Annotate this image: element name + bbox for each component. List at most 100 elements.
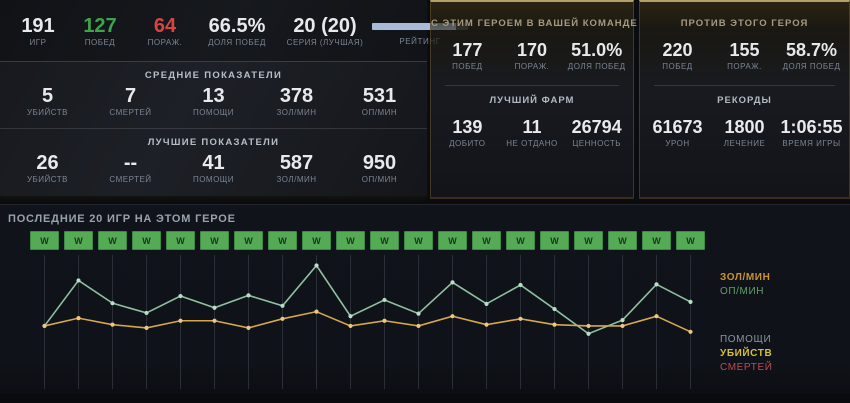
stat-value: 7 [124, 85, 137, 107]
stat-label: ДОЛЯ ПОБЕД [782, 62, 841, 71]
stat-label: ПОМОЩИ [192, 175, 235, 184]
stat-label: ОП/МИН [361, 108, 398, 117]
match-result-badge[interactable]: W [98, 231, 127, 250]
against-hero-stats: 220 ПОБЕД 155 ПОРАЖ. 58.7% ДОЛЯ ПОБЕД [640, 29, 849, 71]
stat-cell: 41 ПОМОЩИ [172, 152, 255, 184]
stat-value: 170 [516, 40, 548, 60]
stat-value: 41 [202, 152, 225, 174]
chart-point [76, 278, 81, 283]
stat-cell: 587 ЗОЛ/МИН [255, 152, 338, 184]
chart-point [144, 310, 149, 316]
stat-value: 66.5% [208, 14, 266, 37]
stat-value: 26794 [571, 117, 622, 137]
match-result-badge[interactable]: W [472, 231, 501, 250]
averages-stats: 5 УБИЙСТВ 7 СМЕРТЕЙ 13 ПОМОЩИ 378 ЗОЛ/МИН 531 ОП/… [0, 81, 427, 117]
match-result-badge[interactable]: W [30, 231, 59, 250]
match-result-badge[interactable]: W [506, 231, 535, 250]
chart-point [280, 316, 285, 321]
stat-label: СМЕРТЕЙ [109, 175, 152, 184]
stat-cell: 26794 ЦЕННОСТЬ [564, 116, 629, 148]
stat-cell: 170 ПОРАЖ. [500, 39, 565, 71]
stat-value: 11 [522, 117, 542, 137]
chart-point [586, 323, 591, 329]
against-hero-panel: ПРОТИВ ЭТОГО ГЕРОЯ 220 ПОБЕД 155 ПОРАЖ. 58.7… [639, 0, 850, 199]
match-result-badge[interactable]: W [64, 231, 93, 250]
stat-value: 220 [662, 40, 693, 60]
legend-entry: УБИЙСТВ [720, 348, 773, 359]
stat-cell: 26 УБИЙСТВ [6, 152, 89, 184]
stat-cell: 177 ПОБЕД [435, 39, 500, 71]
chart-point [518, 316, 523, 321]
chart-point [144, 325, 149, 330]
chart-point [654, 314, 659, 319]
stat-value: 5 [41, 85, 54, 107]
stat-label: ДОЛЯ ПОБЕД [567, 62, 626, 71]
stat-label: ДОБИТО [449, 139, 486, 148]
match-result-badge[interactable]: W [608, 231, 637, 250]
match-result-badge[interactable]: W [676, 231, 705, 250]
match-result-badge[interactable]: W [540, 231, 569, 250]
stat-value: 139 [452, 117, 483, 137]
stat-cell: 950 ОП/МИН [338, 152, 421, 184]
with-hero-stats: 177 ПОБЕД 170 ПОРАЖ. 51.0% ДОЛЯ ПОБЕД [431, 29, 633, 71]
stat-label: ПОБЕД [452, 62, 483, 71]
match-result-badge[interactable]: W [404, 231, 433, 250]
stat-cell: 191 ИГР [10, 15, 66, 47]
stat-cell: 13 ПОМОЩИ [172, 85, 255, 117]
match-result-badge[interactable]: W [574, 231, 603, 250]
match-result-badge[interactable]: W [370, 231, 399, 250]
best-section: ЛУЧШИЕ ПОКАЗАТЕЛИ 26 УБИЙСТВ -- СМЕРТЕЙ 41 ПО… [0, 129, 427, 194]
stat-label: ПОРАЖ. [727, 62, 762, 71]
match-result-badge[interactable]: W [132, 231, 161, 250]
stat-value: 1800 [724, 117, 765, 137]
stat-label: ПОБЕД [662, 62, 693, 71]
rating-bar [372, 22, 468, 30]
stat-value: 61673 [652, 117, 703, 137]
stat-cell: 51.0% ДОЛЯ ПОБЕД [564, 39, 629, 71]
stat-label: ВРЕМЯ ИГРЫ [782, 139, 841, 148]
stat-value: 155 [729, 40, 760, 60]
best-farm-stats: 139 ДОБИТО 11 НЕ ОТДАНО 26794 ЦЕННОСТЬ [431, 106, 633, 148]
legend-entry: ЗОЛ/МИН [720, 272, 771, 283]
chart-point [450, 314, 455, 319]
stat-value: 531 [362, 85, 397, 107]
stat-label: УБИЙСТВ [26, 108, 69, 117]
best-title: ЛУЧШИЕ ПОКАЗАТЕЛИ [147, 137, 280, 148]
match-result-badge[interactable]: W [166, 231, 195, 250]
match-result-badge[interactable]: W [268, 231, 297, 250]
chart-point [416, 311, 421, 316]
stat-cell: 64 ПОРАЖ. [134, 15, 196, 47]
stat-label: ОП/МИН [361, 175, 398, 184]
stat-cell: 7 СМЕРТЕЙ [89, 85, 172, 117]
match-result-badge[interactable]: W [200, 231, 229, 250]
match-result-badge[interactable]: W [336, 231, 365, 250]
best-farm-title: ЛУЧШИЙ ФАРМ [489, 95, 575, 106]
legend-entry: СМЕРТЕЙ [720, 362, 773, 373]
match-result-badge[interactable]: W [642, 231, 671, 250]
stat-value: 127 [83, 14, 117, 37]
match-result-badge[interactable]: W [438, 231, 467, 250]
stat-cell: 139 ДОБИТО [435, 116, 500, 148]
rating-cell: РЕЙТИНГ [372, 16, 468, 46]
chart-point [552, 322, 557, 327]
rating-bar-fill [372, 22, 457, 30]
stat-value: 587 [279, 152, 314, 174]
stat-label: ПОРАЖ. [147, 37, 183, 47]
stat-label: НЕ ОТДАНО [506, 139, 558, 148]
stat-value: 26 [36, 152, 59, 174]
chart-point [688, 299, 693, 304]
stat-cell: -- СМЕРТЕЙ [89, 152, 172, 184]
chart-point [314, 309, 319, 314]
stat-label: СМЕРТЕЙ [109, 108, 152, 117]
chart-point [518, 282, 523, 288]
against-hero-title: ПРОТИВ ЭТОГО ГЕРОЯ [680, 18, 809, 29]
divider [445, 85, 619, 86]
hero-stats-panel: 191 ИГР 127 ПОБЕД 64 ПОРАЖ. 66.5% ДОЛЯ ПОБЕД 20 … [0, 0, 468, 196]
chart-point [552, 306, 557, 312]
chart-point [484, 322, 489, 327]
stat-value: 177 [452, 40, 483, 60]
match-result-badge[interactable]: W [302, 231, 331, 250]
stat-cell: 58.7% ДОЛЯ ПОБЕД [778, 39, 845, 71]
match-result-badge[interactable]: W [234, 231, 263, 250]
